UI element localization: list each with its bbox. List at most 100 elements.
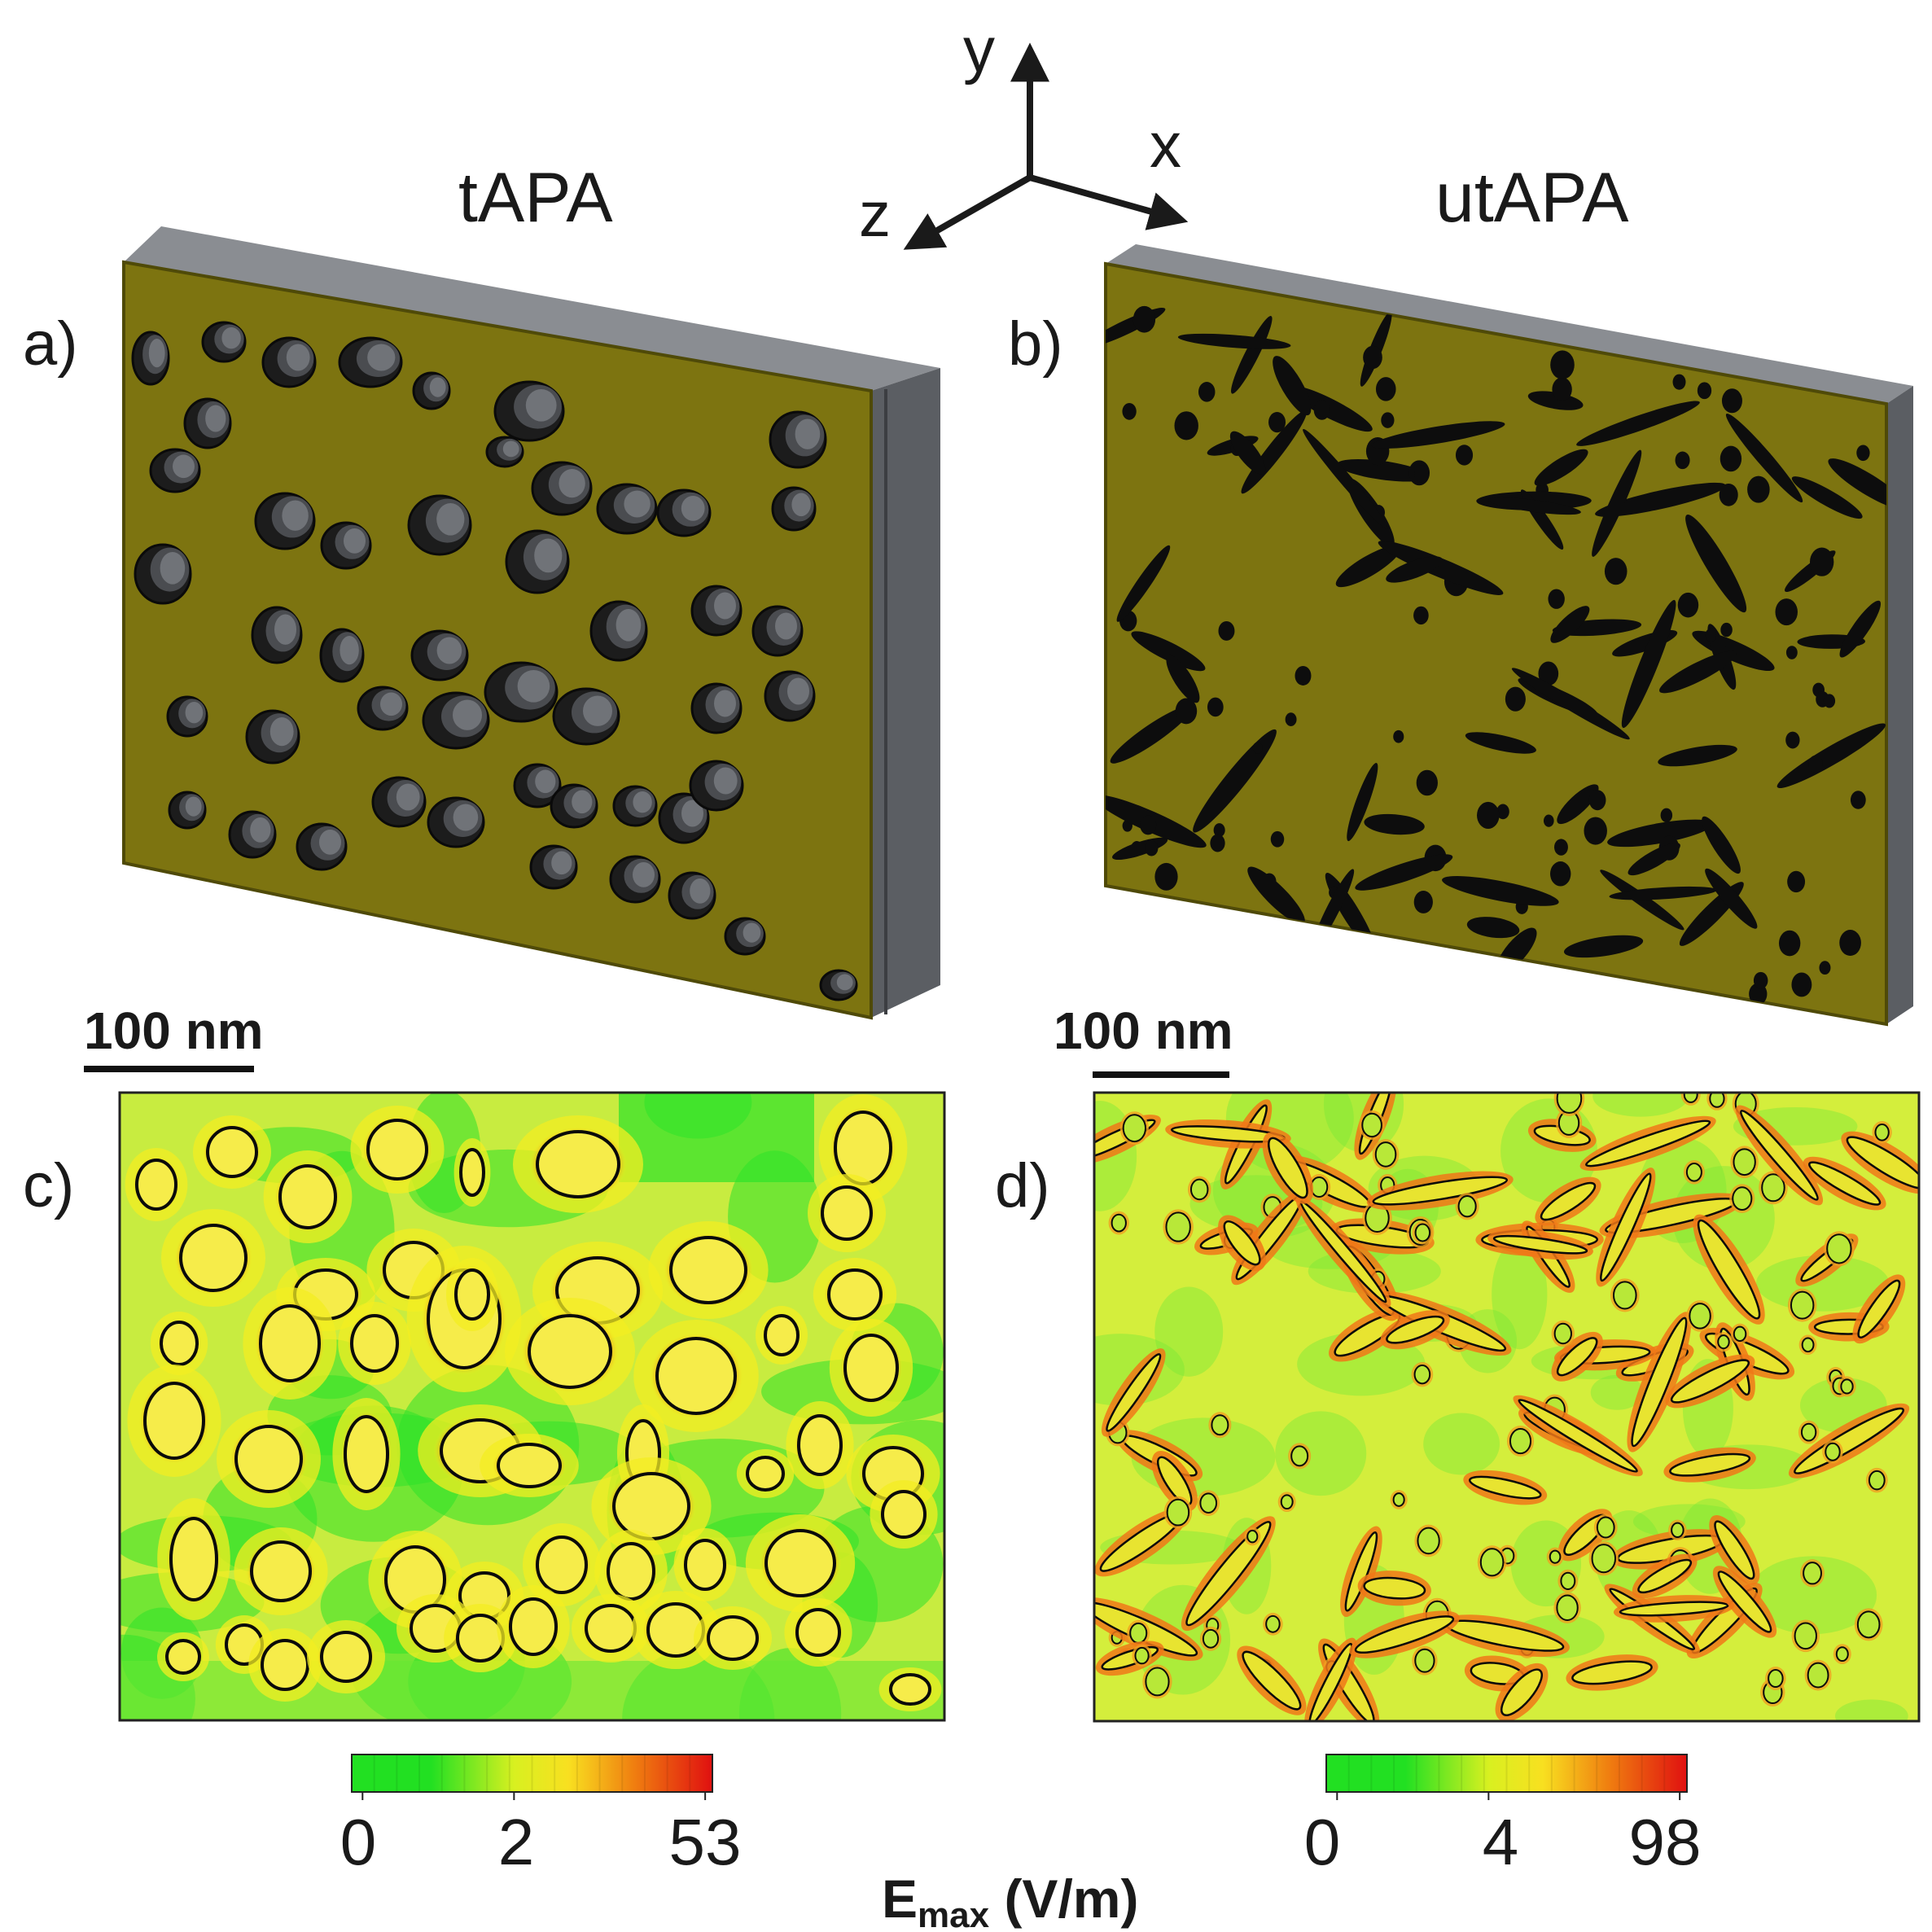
pore-tapa <box>149 448 201 493</box>
field-hotspot <box>1411 1361 1434 1387</box>
field-hotspot <box>1632 1553 1698 1599</box>
pore-utapa <box>1697 382 1712 400</box>
pore-utapa <box>1660 808 1673 823</box>
field-hotspot <box>572 1594 650 1663</box>
field-hotspot <box>745 1514 856 1612</box>
field-low-region <box>1592 1093 1689 1117</box>
field-hotspot <box>1841 1131 1919 1194</box>
pore-utapa <box>1705 628 1716 642</box>
panel-label-c: c) <box>23 1151 74 1220</box>
field-hotspot <box>1359 1110 1385 1141</box>
pore-utapa <box>1534 449 1588 486</box>
field-hotspot <box>1730 1146 1759 1179</box>
pore-tapa <box>134 543 192 605</box>
pore-utapa <box>1677 592 1699 618</box>
field-hotspot <box>1495 1663 1549 1721</box>
pore-tapa <box>422 691 490 750</box>
field-hotspot <box>1372 1139 1400 1170</box>
pore-tapa <box>656 488 712 537</box>
pore-tapa <box>513 763 562 808</box>
field-hotspot <box>1822 1439 1843 1464</box>
field-hotspot <box>1308 1174 1331 1200</box>
field-hotspot <box>1218 1215 1267 1271</box>
field-hotspot <box>1119 1111 1150 1146</box>
field-hotspot <box>127 1365 221 1477</box>
pore-utapa <box>1416 769 1438 796</box>
field-hotspot <box>1132 1644 1152 1667</box>
field-hotspot <box>523 1523 601 1606</box>
pore-tapa <box>690 682 743 734</box>
field-hotspot <box>1506 1426 1535 1457</box>
pore-utapa <box>1554 839 1568 856</box>
pore-utapa <box>1477 801 1500 829</box>
field-hotspot <box>1295 1196 1391 1308</box>
field-hotspot <box>1593 1514 1618 1541</box>
field-hotspot <box>1553 1093 1585 1116</box>
pore-tapa <box>609 855 661 904</box>
pore-utapa <box>1132 305 1156 333</box>
field-hotspot <box>1163 1496 1193 1529</box>
field-hotspot <box>1487 1229 1593 1260</box>
pore-utapa <box>1705 868 1758 929</box>
pore-tapa <box>589 600 648 662</box>
field-hotspot <box>453 1138 491 1207</box>
pore-utapa <box>1720 445 1742 472</box>
pore-utapa <box>1548 589 1565 609</box>
field-hotspot <box>1477 1545 1507 1579</box>
field-hotspot <box>234 1527 328 1615</box>
panel-label-a: a) <box>23 309 78 379</box>
field-hotspot <box>1366 1171 1514 1211</box>
field-hotspot <box>1535 1176 1601 1226</box>
pore-utapa <box>1557 784 1599 825</box>
field-hotspot <box>1735 1105 1824 1206</box>
quantity-label: Emax (V/m) <box>882 1868 1138 1932</box>
field-hotspot <box>1237 1645 1307 1715</box>
panel-label-d: d) <box>995 1151 1050 1220</box>
pore-utapa <box>1414 465 1429 483</box>
field-hotspot <box>1551 1331 1603 1382</box>
field-hotspot <box>1665 1354 1755 1408</box>
pore-utapa <box>1584 817 1607 845</box>
axis-label-z: z <box>859 178 891 250</box>
field-hotspot <box>786 1401 854 1489</box>
pore-tapa <box>658 792 710 844</box>
pore-utapa <box>1747 475 1770 503</box>
pore-utapa <box>1364 813 1425 835</box>
pore-utapa <box>1776 723 1886 789</box>
field-hotspot <box>1551 1320 1575 1347</box>
field-hotspot <box>1693 1214 1765 1325</box>
field-hotspot <box>157 1498 230 1620</box>
field-hotspot <box>248 1628 322 1702</box>
field-map-utapa <box>1093 1091 1921 1723</box>
field-hotspot <box>1288 1443 1312 1470</box>
pore-utapa <box>1850 791 1866 809</box>
colorbar-left-tick-1: 2 <box>498 1806 535 1878</box>
pore-utapa <box>1791 476 1863 519</box>
field-hotspot <box>1262 1132 1314 1204</box>
membrane-3d-tapa <box>122 226 940 1020</box>
pore-utapa <box>1496 804 1509 820</box>
field-hotspot <box>157 1632 209 1681</box>
axis-triad: y x z <box>859 14 1189 250</box>
colorbar-right-tick-2: 98 <box>1629 1806 1702 1878</box>
pore-utapa <box>1550 861 1571 887</box>
pore-utapa <box>1775 598 1798 626</box>
scalebar-right-label: 100 nm <box>1054 1001 1233 1060</box>
pore-utapa <box>1386 556 1443 583</box>
colorbar-left-tick-2: 53 <box>669 1806 742 1878</box>
pore-utapa <box>1563 935 1644 958</box>
pore-utapa <box>1823 694 1836 708</box>
pore-tapa <box>485 436 524 468</box>
pore-tapa <box>427 796 485 848</box>
pore-utapa <box>1413 891 1433 913</box>
field-hotspot <box>1412 1645 1438 1676</box>
pore-utapa <box>1819 961 1831 975</box>
pore-utapa <box>1378 541 1504 595</box>
field-hotspot <box>1798 1334 1817 1356</box>
pore-utapa <box>1381 412 1395 428</box>
scalebar-left: 100 nm <box>84 1001 264 1072</box>
pore-tapa <box>254 492 316 550</box>
field-hotspot <box>756 1306 808 1365</box>
pore-utapa <box>1371 421 1505 449</box>
pore-tapa <box>296 822 348 871</box>
